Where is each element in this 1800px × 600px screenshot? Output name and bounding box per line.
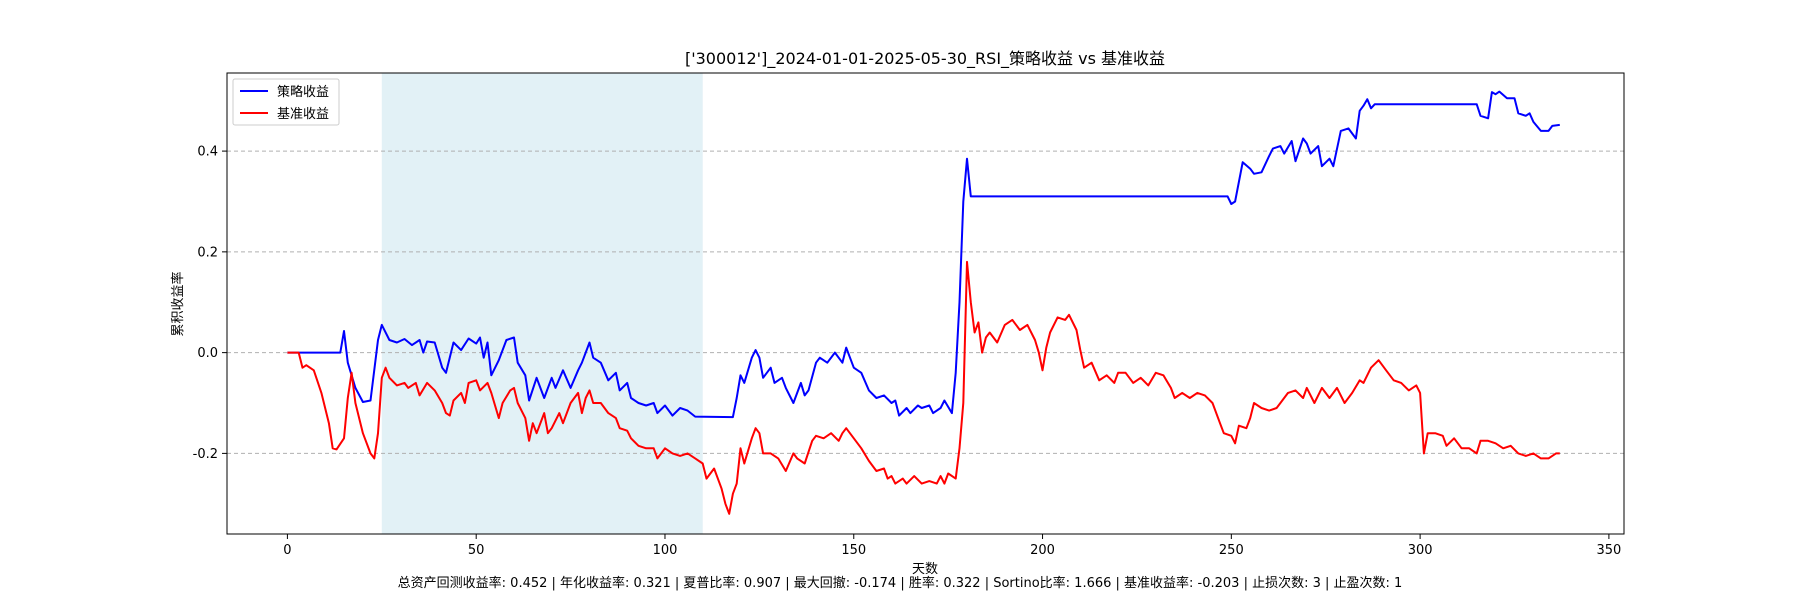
x-tick-label: 200 xyxy=(1030,543,1055,558)
stats-summary: 总资产回测收益率: 0.452 | 年化收益率: 0.321 | 夏普比率: 0… xyxy=(397,576,1403,591)
gridlines xyxy=(227,150,1624,454)
x-tick-label: 300 xyxy=(1408,543,1433,558)
series-line-strategy xyxy=(287,90,1560,419)
series-line-benchmark xyxy=(287,260,1560,515)
x-tick-label: 250 xyxy=(1219,543,1244,558)
plot-frame xyxy=(226,72,1625,535)
series-lines xyxy=(287,90,1560,515)
y-axis: -0.2 0.0 0.2 0.4 xyxy=(193,145,227,462)
x-tick-label: 50 xyxy=(468,543,485,558)
y-tick-label: 0.4 xyxy=(197,145,218,160)
y-tick-label: -0.2 xyxy=(193,447,218,462)
x-tick-label: 0 xyxy=(283,543,291,558)
y-axis-label: 累积收益率 xyxy=(170,271,186,336)
legend-label-strategy: 策略收益 xyxy=(277,84,329,100)
x-tick-label: 100 xyxy=(653,543,678,558)
legend-label-benchmark: 基准收益 xyxy=(277,107,329,122)
x-tick-label: 150 xyxy=(841,543,866,558)
shaded-region xyxy=(381,73,703,534)
legend: 策略收益 基准收益 xyxy=(232,78,340,126)
y-tick-label: 0.0 xyxy=(197,346,218,361)
y-tick-label: 0.2 xyxy=(197,245,218,260)
x-axis-label: 天数 xyxy=(912,562,938,577)
x-axis: 0 50 100 150 200 250 300 350 xyxy=(283,534,1621,558)
x-tick-label: 350 xyxy=(1596,543,1621,558)
chart-title: ['300012']_2024-01-01-2025-05-30_RSI_策略收… xyxy=(685,49,1165,69)
